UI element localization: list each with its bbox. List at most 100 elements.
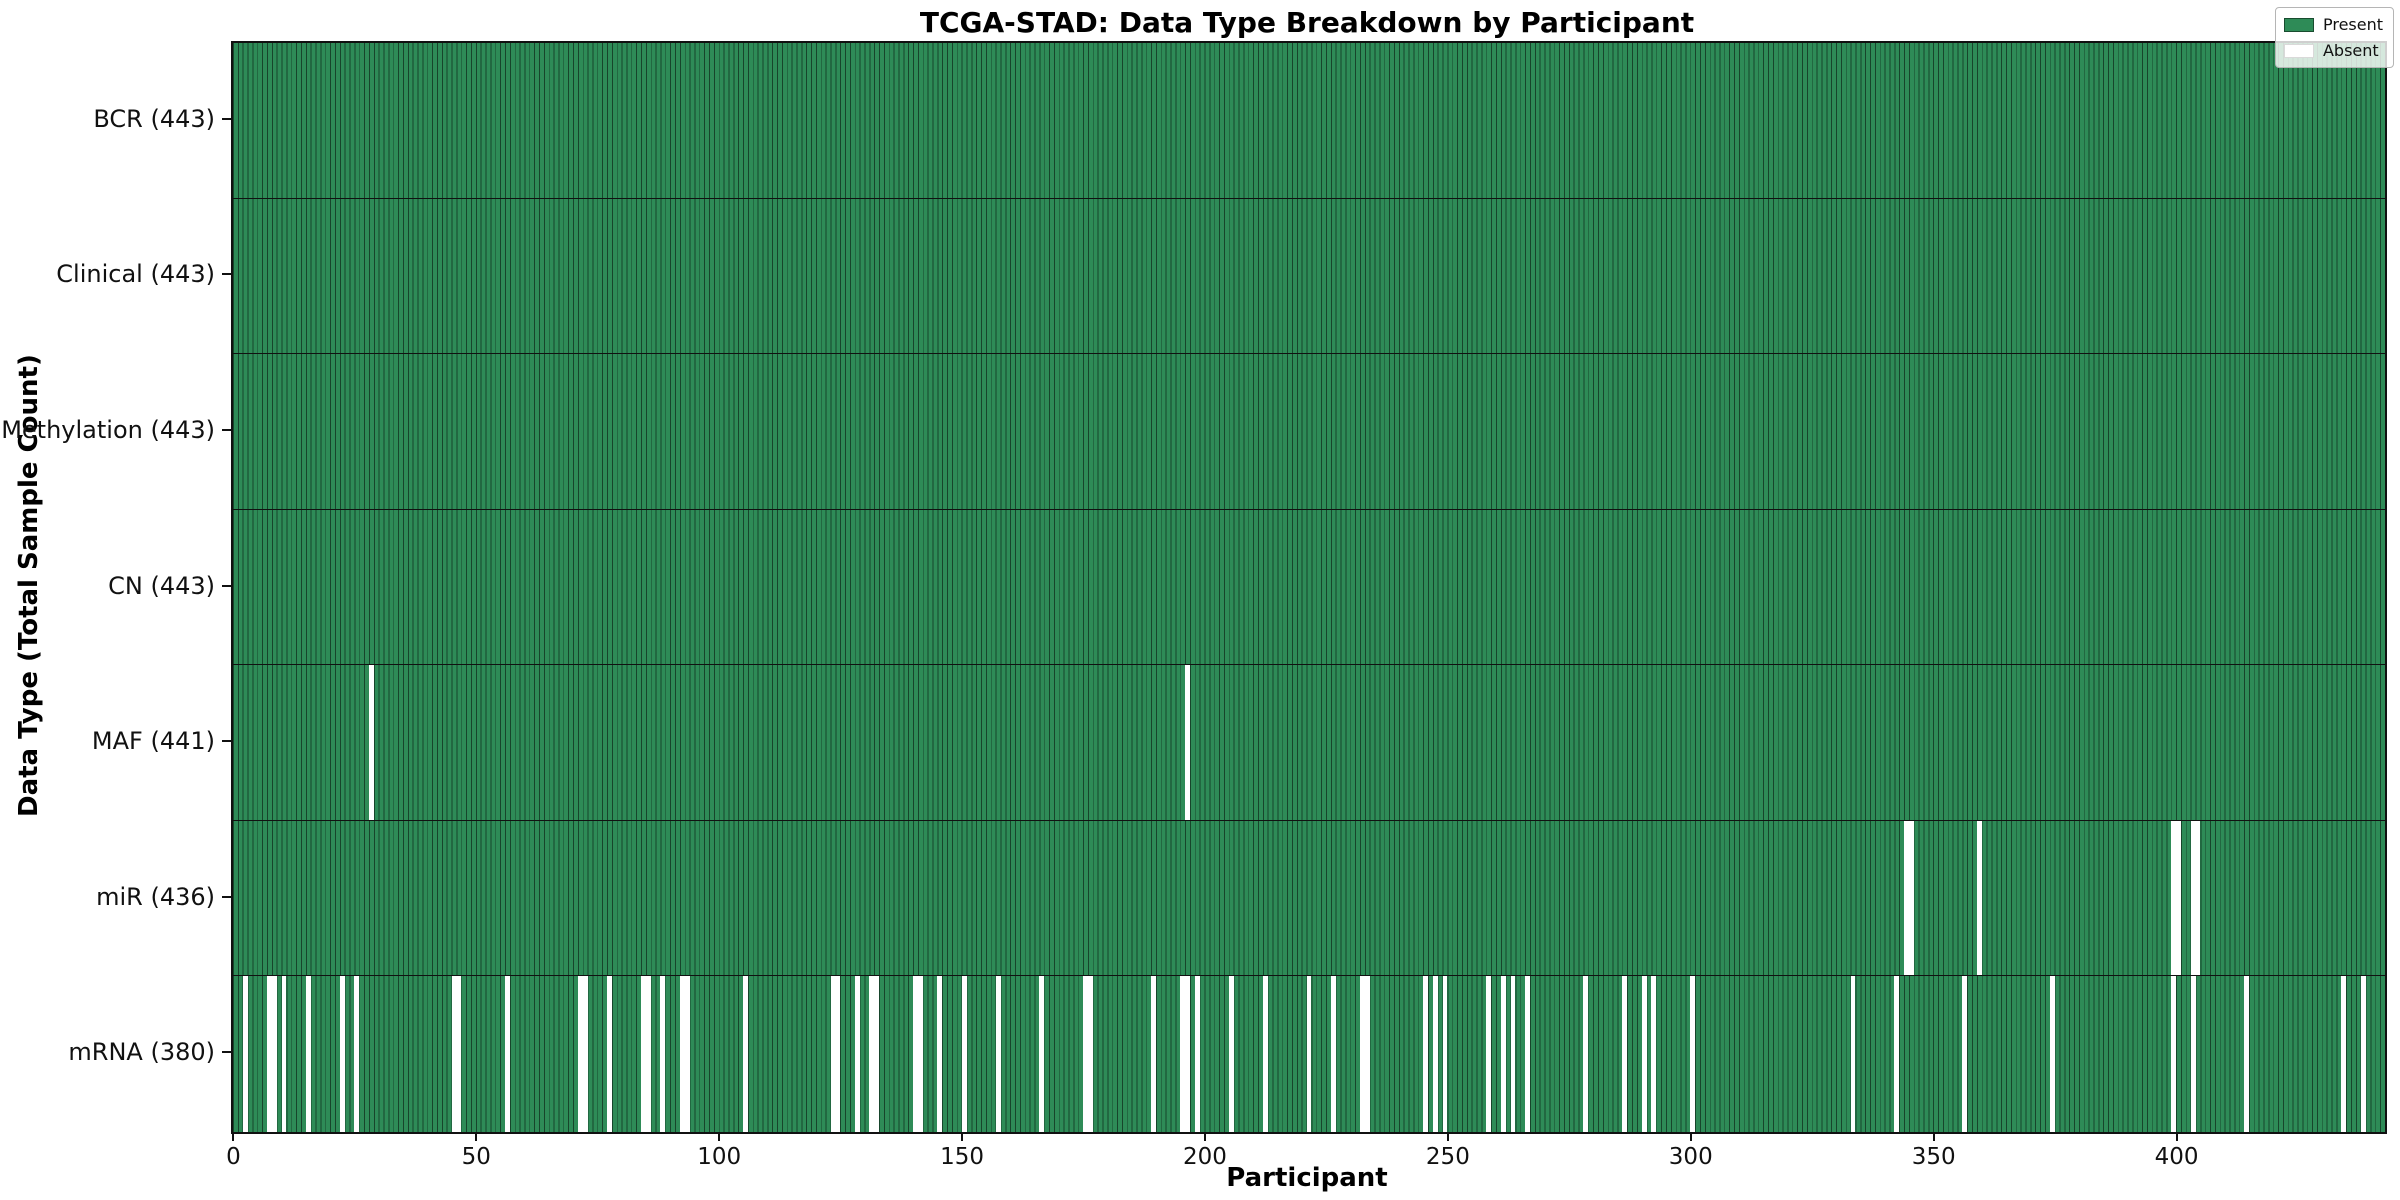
absent-bar bbox=[937, 976, 943, 1132]
absent-bar bbox=[354, 976, 360, 1132]
legend-entry-absent: Absent bbox=[2283, 41, 2383, 60]
absent-bar bbox=[2171, 820, 2177, 976]
absent-bar bbox=[582, 976, 588, 1132]
row-cn bbox=[233, 509, 2385, 666]
x-tick-mark bbox=[1446, 1132, 1449, 1141]
legend-label-present: Present bbox=[2322, 15, 2383, 34]
absent-bar bbox=[305, 976, 311, 1132]
legend: Present Absent bbox=[2274, 7, 2394, 68]
absent-bar bbox=[1423, 976, 1428, 1132]
y-tick-mark bbox=[222, 740, 231, 743]
absent-bar bbox=[684, 976, 690, 1132]
absent-bar bbox=[869, 976, 875, 1132]
absent-bar bbox=[1185, 665, 1190, 820]
x-axis-label: Participant bbox=[1226, 1163, 1388, 1193]
legend-entry-present: Present bbox=[2283, 15, 2383, 34]
x-tick-label-200: 200 bbox=[1183, 1144, 1227, 1170]
absent-bar bbox=[2360, 976, 2366, 1132]
absent-bar bbox=[1525, 976, 1530, 1132]
absent-bar bbox=[641, 976, 646, 1132]
absent-bar bbox=[1360, 976, 1365, 1132]
absent-bar bbox=[1486, 976, 1492, 1132]
y-tick-label-bcr: BCR (443) bbox=[93, 104, 215, 133]
absent-bar bbox=[451, 976, 457, 1132]
absent-bar bbox=[1690, 976, 1696, 1132]
absent-bar bbox=[917, 976, 923, 1132]
absent-bar bbox=[369, 665, 374, 820]
absent-bar bbox=[835, 976, 841, 1132]
absent-bar bbox=[961, 976, 967, 1132]
absent-bar bbox=[1622, 976, 1628, 1132]
absent-bar bbox=[2244, 976, 2249, 1132]
chart-title: TCGA-STAD: Data Type Breakdown by Partic… bbox=[919, 6, 1695, 39]
absent-bar bbox=[1442, 976, 1448, 1132]
absent-bar bbox=[1151, 976, 1156, 1132]
x-tick-mark bbox=[961, 1132, 964, 1141]
absent-bar bbox=[874, 976, 880, 1132]
absent-bar bbox=[1651, 976, 1657, 1132]
y-tick-label-clinical: Clinical (443) bbox=[56, 260, 215, 289]
y-tick-mark bbox=[222, 895, 231, 898]
absent-bar bbox=[1185, 976, 1190, 1132]
x-tick-mark bbox=[718, 1132, 721, 1141]
absent-bar bbox=[1908, 820, 1914, 976]
y-tick-label-mrna: mRNA (380) bbox=[68, 1038, 215, 1067]
absent-bar bbox=[2190, 976, 2196, 1132]
x-tick-label-350: 350 bbox=[1911, 1144, 1956, 1170]
legend-label-absent: Absent bbox=[2322, 41, 2379, 60]
row-mrna bbox=[233, 976, 2385, 1132]
absent-bar bbox=[1510, 976, 1516, 1132]
absent-swatch bbox=[2283, 43, 2314, 58]
absent-bar bbox=[1894, 976, 1900, 1132]
absent-bar bbox=[2190, 820, 2196, 976]
absent-bar bbox=[1904, 820, 1909, 976]
absent-bar bbox=[1850, 976, 1856, 1132]
present-swatch bbox=[2283, 17, 2314, 32]
absent-bar bbox=[1039, 976, 1045, 1132]
x-tick-mark bbox=[232, 1132, 235, 1141]
row-maf bbox=[233, 665, 2385, 821]
absent-bar bbox=[1306, 976, 1312, 1132]
absent-bar bbox=[242, 976, 248, 1132]
absent-bar bbox=[281, 976, 287, 1132]
absent-bar bbox=[1364, 976, 1370, 1132]
absent-bar bbox=[1180, 976, 1186, 1132]
absent-bar bbox=[1976, 820, 1982, 976]
absent-bar bbox=[1330, 976, 1336, 1132]
absent-bar bbox=[339, 976, 345, 1132]
row-mir bbox=[233, 820, 2385, 977]
x-tick-mark bbox=[1203, 1132, 1206, 1141]
row-clinical bbox=[233, 198, 2385, 355]
y-tick-label-methylation: Methylation (443) bbox=[1, 415, 215, 444]
y-tick-label-maf: MAF (441) bbox=[91, 727, 215, 756]
row-bcr bbox=[233, 43, 2385, 199]
absent-bar bbox=[830, 976, 836, 1132]
absent-bar bbox=[271, 976, 277, 1132]
absent-bar bbox=[2195, 820, 2201, 976]
x-tick-mark bbox=[2175, 1132, 2178, 1141]
x-tick-mark bbox=[475, 1132, 478, 1141]
absent-bar bbox=[679, 976, 685, 1132]
y-tick-mark bbox=[222, 273, 231, 276]
x-tick-label-400: 400 bbox=[2154, 1144, 2199, 1170]
absent-bar bbox=[2171, 976, 2177, 1132]
absent-bar bbox=[2049, 976, 2055, 1132]
x-tick-mark bbox=[1932, 1132, 1935, 1141]
y-tick-label-mir: miR (436) bbox=[96, 882, 215, 911]
row-methylation bbox=[233, 354, 2385, 510]
absent-bar bbox=[505, 976, 510, 1132]
absent-bar bbox=[645, 976, 651, 1132]
y-tick-label-cn: CN (443) bbox=[108, 571, 215, 600]
y-tick-mark bbox=[222, 1051, 231, 1054]
absent-bar bbox=[1083, 976, 1088, 1132]
absent-bar bbox=[2341, 976, 2347, 1132]
absent-bar bbox=[607, 976, 612, 1132]
absent-bar bbox=[1087, 976, 1093, 1132]
absent-bar bbox=[577, 976, 583, 1132]
x-tick-label-300: 300 bbox=[1668, 1144, 1713, 1170]
absent-bar bbox=[1641, 976, 1647, 1132]
absent-bar bbox=[2176, 820, 2181, 976]
absent-bar bbox=[1228, 976, 1234, 1132]
absent-bar bbox=[995, 976, 1001, 1132]
